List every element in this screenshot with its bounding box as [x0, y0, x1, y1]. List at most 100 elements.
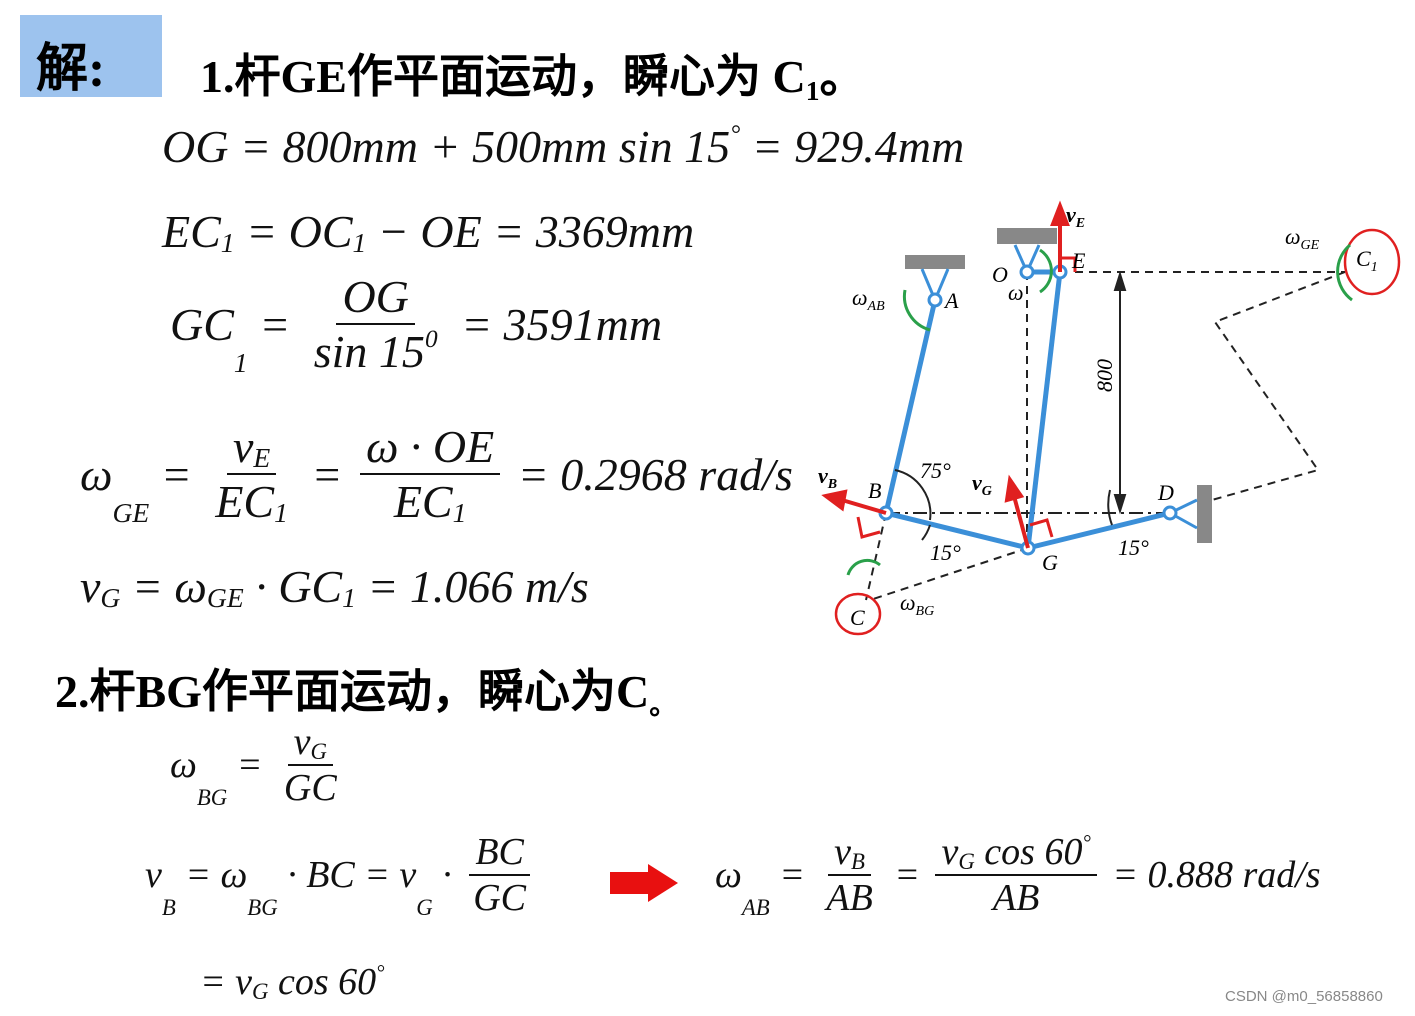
subscript: 1 — [220, 227, 235, 259]
subscript: G — [100, 582, 121, 614]
eq-text: = OC — [234, 206, 353, 257]
eq-text: = — [769, 854, 815, 896]
label-text: 15° — [1118, 535, 1149, 560]
diagram-label: 15° — [1118, 535, 1149, 560]
label-text: v — [972, 470, 982, 495]
subscript: 1 — [805, 75, 820, 107]
watermark: CSDN @m0_56858860 — [1225, 988, 1383, 1005]
eq-text: = 1.066 m/s — [355, 561, 589, 612]
eq-text: v — [232, 421, 254, 472]
subscript: 1 — [452, 497, 467, 529]
arrow — [610, 872, 650, 894]
eq-text: 1.杆GE作平面运动，瞬心为 C — [200, 51, 806, 102]
subscript: G — [416, 895, 433, 921]
label-text: 75° — [920, 458, 951, 483]
eq-text: v — [145, 854, 162, 896]
subscript: GE — [112, 497, 150, 529]
label-text: D — [1157, 480, 1174, 505]
eq-text: = v — [200, 961, 253, 1003]
label-subscript: G — [982, 484, 992, 499]
eq-text: = — [884, 854, 930, 896]
diagram-label: vG — [972, 470, 992, 499]
equation: ω BG = v G GC — [170, 720, 349, 810]
label-text: 15° — [930, 540, 961, 565]
subscript: G — [252, 979, 269, 1005]
label-text: ω — [1008, 280, 1024, 305]
fraction: OG sin 15 0 — [308, 270, 444, 378]
diagram-label: A — [943, 288, 959, 313]
eq-text: 。 — [819, 51, 866, 102]
equation: 2.杆BG作平面运动，瞬心为C。 — [55, 655, 677, 721]
eq-text: · — [432, 854, 462, 896]
eq-text: 2.杆BG作平面运动，瞬心为C — [55, 666, 650, 717]
eq-text: = 3591mm — [449, 298, 663, 350]
eq-text: ω — [170, 744, 197, 786]
diagram-label: vE — [1066, 202, 1085, 231]
fraction: v B AB — [820, 830, 878, 920]
eq-text: sin 15 — [313, 326, 425, 377]
eq-text: AB — [826, 877, 873, 919]
denominator: EC 1 — [209, 475, 294, 528]
eq-text: OG — [342, 271, 409, 322]
equation: OG = 800mm + 500mm sin 15 ° = 929.4mm — [162, 120, 964, 173]
eq-text: v — [293, 721, 311, 763]
eq-text: cos 60 — [974, 831, 1083, 873]
eq-text: = — [299, 448, 354, 500]
eq-text: − OE = 3369mm — [366, 206, 695, 257]
diagram-label: B — [868, 478, 881, 503]
eq-text: AB — [992, 877, 1040, 919]
arrow-head — [648, 864, 678, 902]
diagram-label: 15° — [930, 540, 961, 565]
eq-text: = — [227, 744, 272, 786]
label-text: C — [850, 605, 865, 630]
fraction: v E EC 1 — [209, 420, 294, 528]
eq-text: · GC — [243, 561, 343, 612]
label-text: ω — [852, 285, 868, 310]
denominator: sin 15 0 — [308, 325, 444, 378]
label-text: C — [1356, 246, 1371, 271]
eq-text: ω · OE — [365, 421, 495, 472]
eq-text: EC — [393, 476, 453, 527]
subscript: GE — [206, 582, 244, 614]
label-text: v — [1066, 202, 1076, 227]
label-text: ω — [900, 590, 916, 615]
denominator: GC — [278, 766, 343, 810]
eq-text: EC — [162, 206, 221, 257]
eq-text: GC — [283, 767, 337, 809]
label-subscript: GE — [1301, 238, 1320, 253]
subscript: BG — [247, 895, 278, 921]
label-subscript: B — [827, 477, 837, 492]
label-text: ω — [1285, 224, 1301, 249]
eq-text: = ω — [175, 854, 248, 896]
eq-text: = ω — [120, 561, 207, 612]
eq-text: ω — [80, 448, 113, 500]
label-text: G — [1042, 550, 1058, 575]
label-subscript: E — [1075, 216, 1085, 231]
eq-text: OG = 800mm + 500mm sin 15 — [162, 121, 731, 172]
denominator: AB — [820, 876, 878, 920]
diagram-label: ω — [1008, 280, 1024, 305]
eq-text: ω — [715, 854, 742, 896]
diagram-label: 75° — [920, 458, 951, 483]
superscript: ° — [376, 960, 385, 984]
superscript: ° — [1082, 830, 1091, 854]
subscript: G — [958, 849, 975, 875]
eq-text: · BC = v — [277, 854, 417, 896]
badge: 解: — [36, 41, 106, 98]
denominator: GC — [467, 876, 532, 920]
label-text: 800 — [1092, 359, 1117, 392]
numerator: OG — [336, 270, 415, 325]
subscript: BG — [196, 785, 228, 811]
label-text: A — [943, 288, 959, 313]
subscript: 。 — [649, 689, 677, 721]
eq-text: GC — [170, 298, 234, 350]
eq-text: v — [941, 831, 959, 873]
subscript: B — [851, 849, 865, 875]
